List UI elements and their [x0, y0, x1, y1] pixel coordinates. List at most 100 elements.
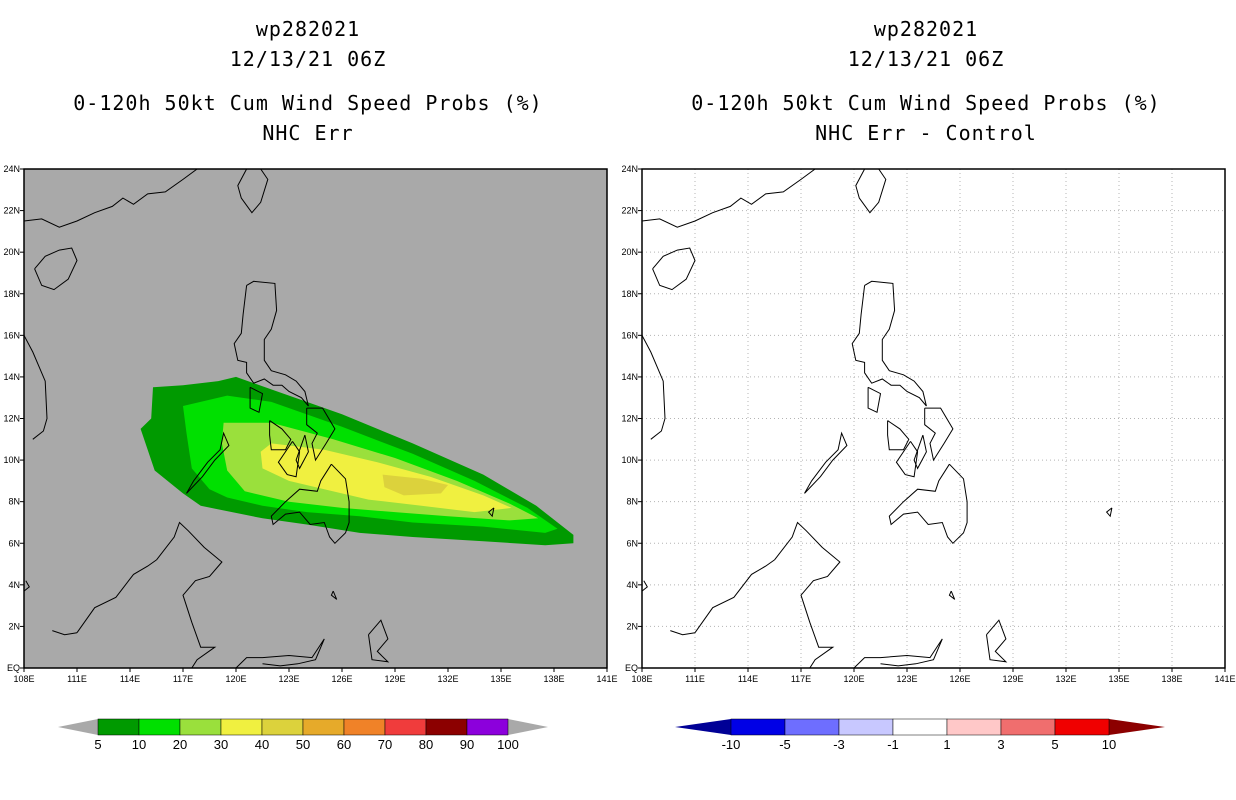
coastline	[24, 335, 48, 440]
coastline	[487, 507, 495, 518]
coastline	[76, 559, 157, 633]
colorbar-swatch	[466, 718, 509, 736]
x-tick-label: 114E	[738, 674, 758, 684]
x-tick-label: 126E	[331, 674, 352, 684]
colorbar-swatch	[946, 718, 1002, 736]
colorbar-label: 50	[296, 737, 310, 752]
x-tick-label: 141E	[1214, 674, 1235, 684]
x-tick-label: 135E	[490, 674, 511, 684]
colorbar-label: 10	[132, 737, 146, 752]
colorbar-label: 5	[94, 737, 101, 752]
y-tick-label: EQ	[625, 663, 638, 673]
coastline	[368, 619, 390, 663]
coastline	[249, 386, 264, 414]
coastline	[34, 247, 78, 291]
colorbar-label: 30	[214, 737, 228, 752]
colorbar-extend-low	[675, 719, 731, 735]
colorbar-label: -10	[722, 737, 741, 752]
x-tick-label: 114E	[120, 674, 140, 684]
coastline	[913, 434, 927, 470]
coastline	[986, 619, 1008, 663]
x-tick-label: 132E	[1055, 674, 1076, 684]
coastline	[642, 580, 648, 592]
y-tick-label: 24N	[621, 164, 638, 174]
y-tick-label: 10N	[3, 455, 20, 465]
colorbar-swatch	[892, 718, 948, 736]
x-tick-label: 138E	[543, 674, 564, 684]
coastline	[295, 434, 309, 470]
coastline	[853, 638, 943, 668]
y-tick-label: 20N	[621, 247, 638, 257]
coastline	[330, 590, 338, 600]
right-product-subtitle: NHC Err - Control	[815, 121, 1037, 145]
x-tick-label: 135E	[1108, 674, 1129, 684]
y-tick-label: 4N	[8, 580, 20, 590]
probability-contour-40	[382, 474, 448, 496]
y-tick-label: 6N	[626, 538, 638, 548]
coastline	[948, 590, 956, 600]
x-tick-label: 111E	[685, 674, 705, 684]
y-tick-label: 24N	[3, 164, 20, 174]
colorbar-label: 60	[337, 737, 351, 752]
x-tick-label: 117E	[791, 674, 811, 684]
y-tick-label: 8N	[626, 497, 638, 507]
y-tick-label: 10N	[621, 455, 638, 465]
x-tick-label: 120E	[225, 674, 246, 684]
coastline	[270, 463, 350, 545]
right-map-background	[642, 169, 1225, 668]
left-storm-id: wp282021	[255, 17, 361, 41]
y-tick-label: 2N	[8, 621, 20, 631]
coastline	[306, 407, 336, 462]
y-tick-label: 20N	[3, 247, 20, 257]
colorbar-label: 40	[255, 737, 269, 752]
coastline	[855, 169, 887, 214]
coastline	[774, 521, 841, 668]
x-tick-label: 123E	[896, 674, 917, 684]
coastline	[24, 580, 30, 592]
x-tick-label: 117E	[173, 674, 193, 684]
coastline	[804, 431, 848, 494]
colorbar-label: 5	[1051, 737, 1058, 752]
colorbar-label: 70	[378, 737, 392, 752]
left-product-subtitle: NHC Err	[262, 121, 354, 145]
colorbar-label: 100	[497, 737, 519, 752]
x-tick-label: 138E	[1161, 674, 1182, 684]
right-product-title: 0-120h 50kt Cum Wind Speed Probs (%)	[691, 91, 1161, 115]
coastline	[269, 420, 292, 451]
coastline	[670, 630, 696, 636]
coastline	[888, 463, 968, 545]
x-tick-label: 129E	[384, 674, 405, 684]
coastline	[652, 247, 696, 291]
x-tick-label: 108E	[631, 674, 652, 684]
y-tick-label: 22N	[3, 206, 20, 216]
coastline	[924, 407, 954, 462]
right-panel-title: wp282021 12/13/21 06Z 0-120h 50kt Cum Wi…	[646, 14, 1206, 148]
x-tick-label: 108E	[13, 674, 34, 684]
colorbar-label: 10	[1102, 737, 1116, 752]
colorbar-swatch	[838, 718, 894, 736]
coastline	[277, 441, 301, 478]
left-product-title: 0-120h 50kt Cum Wind Speed Probs (%)	[73, 91, 543, 115]
y-tick-label: 18N	[3, 289, 20, 299]
x-tick-label: 126E	[949, 674, 970, 684]
coastline	[24, 169, 198, 228]
y-tick-label: 12N	[621, 414, 638, 424]
coastline	[694, 559, 775, 633]
y-tick-label: 4N	[626, 580, 638, 590]
x-tick-label: 129E	[1002, 674, 1023, 684]
colorbar-extend-high	[508, 719, 548, 735]
colorbar-label: 1	[943, 737, 950, 752]
colorbar-swatch	[1054, 718, 1110, 736]
coastline	[895, 441, 919, 478]
y-tick-label: 14N	[621, 372, 638, 382]
y-tick-label: 6N	[8, 538, 20, 548]
coastline	[233, 280, 309, 407]
y-tick-label: 12N	[3, 414, 20, 424]
colorbar-extend-low	[58, 719, 98, 735]
colorbar-swatch	[730, 718, 786, 736]
coastline	[642, 169, 816, 228]
y-tick-label: 8N	[8, 497, 20, 507]
